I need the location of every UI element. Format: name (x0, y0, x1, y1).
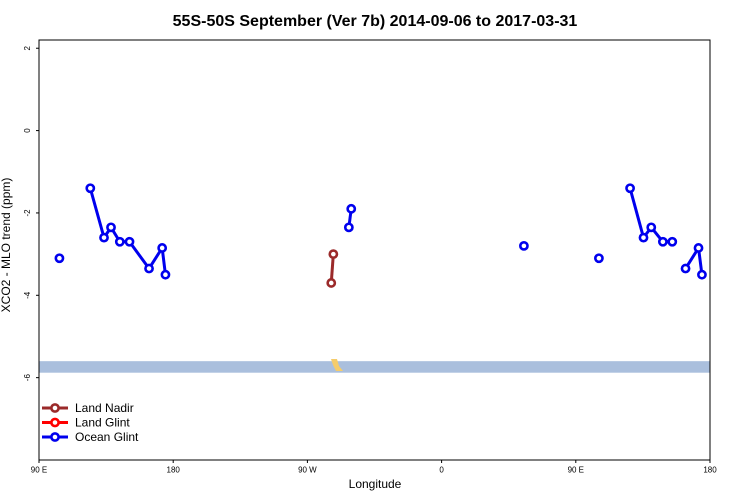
band-rect (39, 361, 710, 373)
legend-ocean-glint-marker (50, 432, 60, 442)
x-tick-label: 90 W (298, 466, 317, 475)
ocean-glint-point (680, 263, 691, 274)
y-tick-label: -4 (23, 291, 32, 299)
ocean-glint-point (144, 263, 154, 274)
ocean-glint-point (85, 183, 96, 194)
legend-land-glint-marker (50, 417, 60, 428)
ocean-glint-point (646, 222, 657, 233)
y-axis: 2 0 -2 -4 -6 (23, 45, 39, 381)
land-patch (331, 359, 343, 371)
ocean-glint-point (594, 253, 604, 264)
ocean-glint-point (54, 253, 65, 264)
legend-land-glint-label: Land Glint (75, 416, 130, 430)
ocean-glint-point (106, 222, 116, 233)
ocean-glint-point (157, 243, 168, 253)
ocean-glint-point (346, 203, 357, 214)
ocean-glint-point (343, 222, 354, 233)
land-nadir-point (326, 278, 337, 288)
ocean-glint-line (88, 187, 167, 275)
legend-land-nadir-label: Land Nadir (75, 401, 134, 415)
x-tick-label: 180 (167, 466, 181, 475)
ocean-glint-point (667, 236, 678, 247)
ocean-glint-point (124, 236, 135, 247)
y-tick-label: -2 (23, 209, 32, 217)
y-tick-label: -6 (23, 374, 32, 382)
x-tick-label: 180 (703, 466, 717, 475)
x-tick-label: 0 (439, 466, 444, 475)
legend-land-nadir-marker (50, 403, 60, 413)
plot-frame (38, 39, 711, 461)
ocean-glint-point (638, 232, 649, 243)
ocean-glint-point (693, 243, 704, 253)
ocean-glint-point (625, 183, 635, 194)
x-axis-label: Longitude (349, 477, 402, 491)
ocean-glint-point (114, 236, 125, 247)
chart-title: 55S-50S September (Ver 7b) 2014-09-06 to… (173, 13, 578, 30)
y-axis-label: XCO2 - MLO trend (ppm) (0, 178, 13, 313)
ocean-band (39, 359, 710, 373)
x-tick-label: 90 E (31, 466, 47, 475)
land-nadir-point (328, 249, 339, 260)
legend-ocean-glint-label: Ocean Glint (75, 430, 139, 444)
ocean-glint-line (628, 187, 673, 244)
y-tick-label: 2 (23, 45, 32, 50)
series-layer (54, 183, 707, 288)
ocean-glint-point (99, 232, 109, 243)
ocean-glint-point (697, 269, 707, 280)
x-tick-label: 90 E (568, 466, 584, 475)
x-axis: 90 E 180 90 W 0 90 E 180 (31, 460, 717, 475)
ocean-glint-point (657, 236, 668, 247)
y-tick-label: 0 (23, 128, 32, 133)
ocean-glint-point (160, 269, 171, 280)
ocean-glint-point (519, 240, 529, 251)
